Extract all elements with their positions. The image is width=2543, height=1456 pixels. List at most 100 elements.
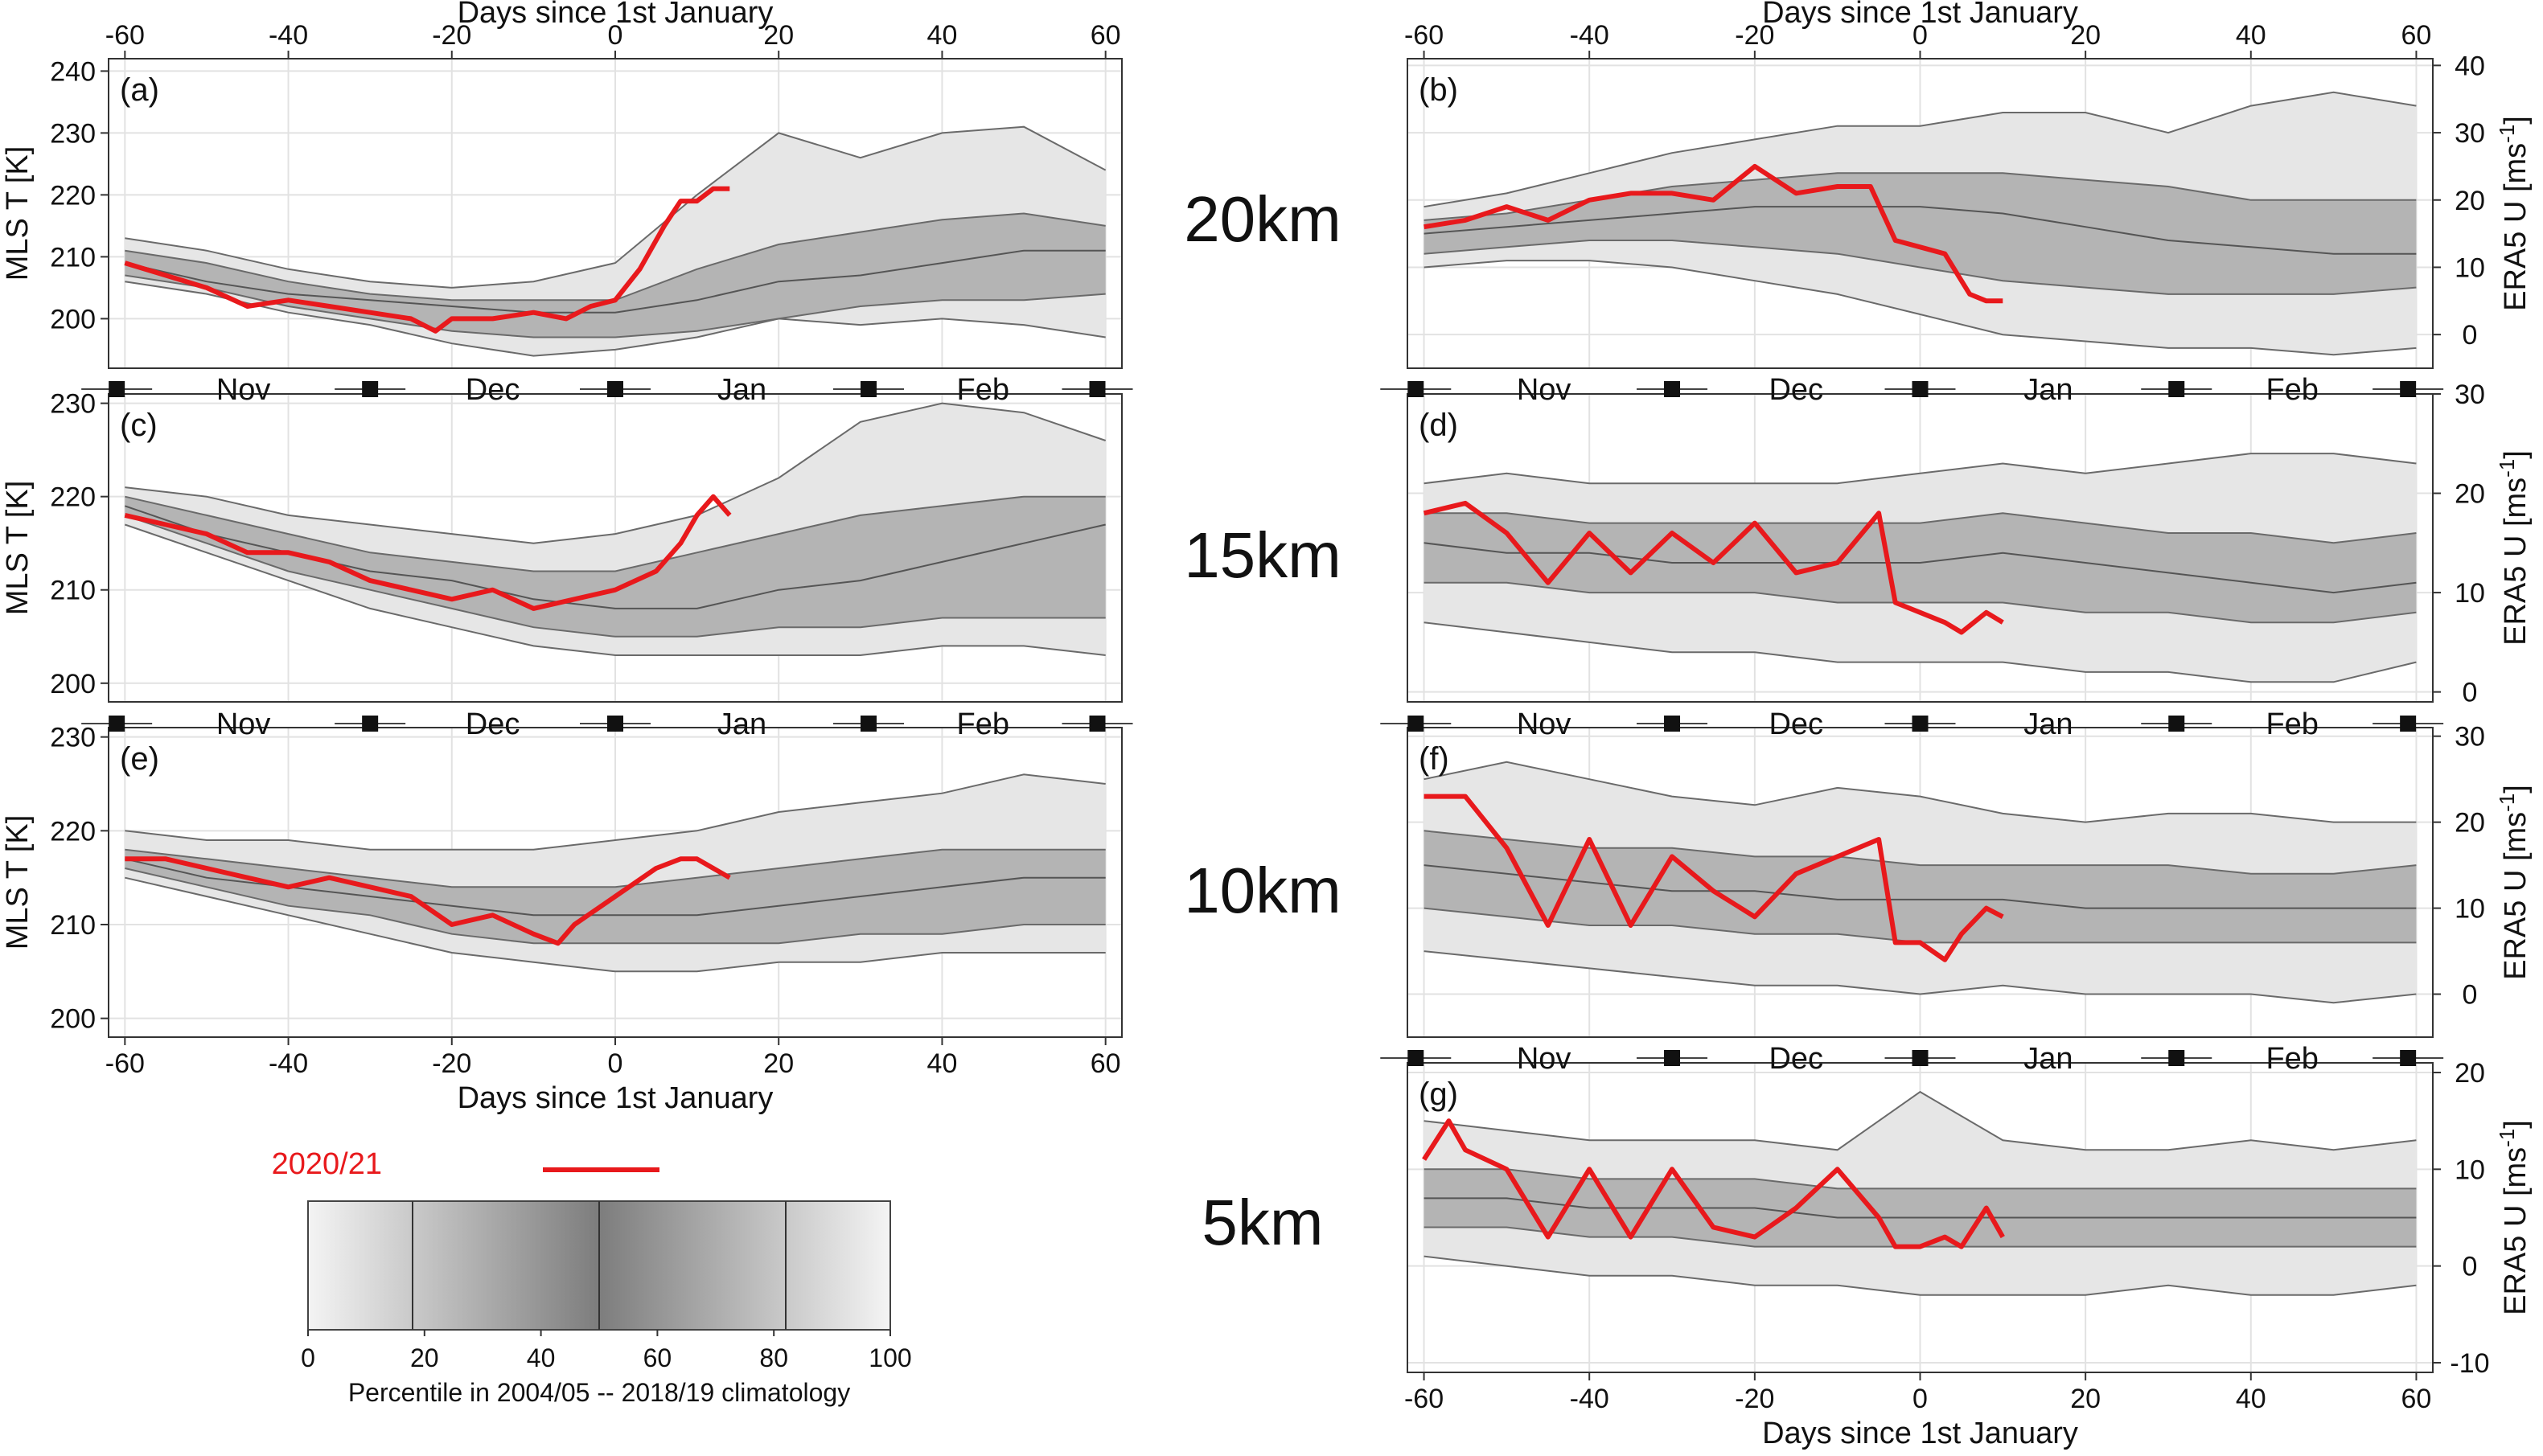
y-axis-title-end: ]: [2499, 450, 2533, 459]
y-tick-label: -10: [2450, 1348, 2489, 1379]
percentile-line-p0: [125, 281, 1106, 357]
month-marker: [2168, 1050, 2185, 1066]
altitude-label-5km: 5km: [1202, 1187, 1323, 1258]
month-marker: [1664, 716, 1681, 732]
percentile-line-p82: [1424, 830, 2417, 875]
x-tick-label: 60: [2401, 20, 2432, 51]
x-tick-label: 60: [1091, 1048, 1121, 1079]
month-marker: [2400, 716, 2417, 732]
percentile-line-p0: [125, 876, 1106, 973]
panel-label: (f): [1419, 741, 1449, 777]
y-tick-label: 10: [2455, 1155, 2485, 1185]
y-axis-title-sup: -1: [2495, 794, 2519, 812]
y-axis-title: MLS T [K]: [1, 815, 35, 950]
y-axis-title-sup: -1: [2495, 1129, 2519, 1147]
y-axis-title: ERA5 U [ms-1]: [2495, 785, 2533, 980]
y-axis-title-base: ERA5 U [ms: [2499, 143, 2533, 311]
month-marker: [1664, 381, 1681, 397]
month-label: Feb: [2266, 707, 2318, 741]
colorbar-tick-label: 80: [759, 1343, 788, 1372]
percentile-line-p50: [1424, 1197, 2417, 1219]
colorbar-tick-label: 100: [869, 1343, 911, 1372]
y-tick-label: 210: [50, 910, 96, 941]
colorbar-title: Percentile in 2004/05 -- 2018/19 climato…: [348, 1378, 850, 1407]
y-tick-label: 200: [50, 304, 96, 334]
y-axis-title-base: ERA5 U [ms: [2499, 1147, 2533, 1315]
percentile-line-p100: [125, 125, 1107, 289]
y-tick-label: 220: [50, 816, 96, 847]
x-axis-titles-layer: Days since 1st January Days since 1st Jan…: [458, 0, 2078, 1450]
month-label: Feb: [2266, 1042, 2318, 1076]
y-tick-label: 40: [2455, 51, 2485, 81]
x-tick-label: -40: [1570, 20, 1609, 51]
percentile-line-p18: [125, 867, 1106, 945]
month-marker: [1912, 381, 1929, 397]
panel-label: (d): [1419, 408, 1458, 443]
month-marker: [861, 381, 877, 397]
series-line-2020-21: [1424, 794, 2004, 962]
panel-label: (g): [1419, 1077, 1458, 1112]
y-tick-label: 10: [2455, 578, 2485, 609]
panel-b: (b) 0 10 20 30 40 ERA5 U [ms-1] -60 -40 -20 0 20 40 6…: [1404, 20, 2533, 369]
month-marker: [1407, 1050, 1424, 1066]
x-tick-label: 20: [763, 20, 794, 51]
month-label: Dec: [466, 707, 520, 741]
month-marker: [2168, 381, 2185, 397]
series-line-2020-21: [1424, 163, 2003, 304]
percentile-line-p100: [1424, 761, 2417, 823]
month-label: Nov: [1517, 707, 1571, 741]
y-tick-label: 20: [2455, 1058, 2485, 1089]
month-marker: [362, 716, 379, 732]
colorbar-tick-label: 20: [410, 1343, 439, 1372]
y-axis-title-end: ]: [2499, 1120, 2533, 1129]
y-axis-title: ERA5 U [ms-1]: [2495, 450, 2533, 646]
percentile-line-p100: [125, 402, 1107, 544]
panel-d: (d) 0 10 20 30 ERA5 U [ms-1]: [1407, 379, 2533, 708]
legend: 2020/21 0 20 40 60 80 100 Percentile in 2004/…: [272, 1147, 912, 1407]
series-line-2020-21: [124, 186, 730, 334]
y-tick-label: 240: [50, 56, 96, 87]
x-tick-label: 40: [927, 1048, 958, 1079]
month-marker: [2168, 716, 2185, 732]
month-label: Nov: [216, 373, 271, 407]
y-tick-label: 230: [50, 389, 96, 420]
month-label: Nov: [1517, 373, 1571, 407]
y-tick-label: 220: [50, 482, 96, 513]
series-line-2020-21: [124, 494, 732, 611]
month-label: Jan: [2023, 373, 2073, 407]
month-marker: [362, 381, 379, 397]
month-label: Jan: [2023, 1042, 2073, 1076]
month-marker: [607, 381, 623, 397]
month-label: Dec: [1769, 707, 1823, 741]
series-line-2020-21: [1423, 500, 2004, 635]
month-label: Feb: [2266, 373, 2318, 407]
percentile-line-p0: [1424, 1255, 2417, 1296]
percentile-line-p100: [1424, 91, 2417, 208]
x-tick-label: 60: [2401, 1384, 2432, 1414]
y-axis-title-end: ]: [2499, 116, 2533, 125]
percentile-line-p18: [1424, 581, 2417, 624]
panel-label: (e): [120, 741, 159, 777]
climatology-band-p18-p82: [1424, 1169, 2417, 1247]
x-tick-label: -60: [105, 20, 145, 51]
percentile-line-p82: [1424, 512, 2417, 544]
panel-e: (e) 200 210 220 230 MLS T [K] -60 -40 -20 0 20 40 60: [1, 723, 1123, 1079]
x-tick-label: -60: [105, 1048, 145, 1079]
x-tick-label: -20: [432, 1048, 471, 1079]
month-marker: [1089, 716, 1106, 732]
x-axis-title: Days since 1st January: [458, 1081, 774, 1115]
y-tick-label: 30: [2455, 118, 2485, 149]
x-axis-title: Days since 1st January: [1762, 1417, 2078, 1450]
month-label: Feb: [957, 707, 1009, 741]
y-tick-label: 230: [50, 118, 96, 149]
panel-label: (b): [1419, 72, 1458, 108]
month-marker: [109, 716, 125, 732]
altitude-label-20km: 20km: [1184, 183, 1341, 255]
y-tick-label: 10: [2455, 894, 2485, 925]
y-axis-title: MLS T [K]: [1, 146, 35, 281]
panel-c: (c) 200 210 220 230 MLS T [K]: [1, 389, 1123, 703]
colorbar-tick-label: 60: [643, 1343, 672, 1372]
month-marker: [1664, 1050, 1681, 1066]
